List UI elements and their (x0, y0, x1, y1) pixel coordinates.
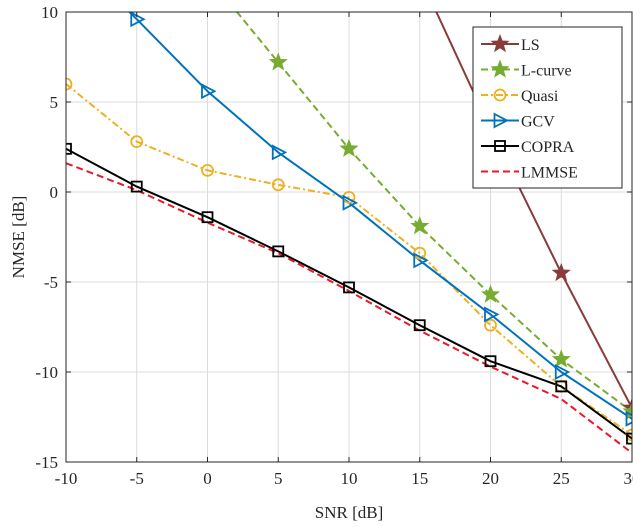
data-point-quasi (484, 318, 497, 332)
legend-label-gcv: GCV (521, 114, 555, 131)
data-point-copra (555, 380, 568, 393)
x-tick-label: 10 (341, 469, 358, 488)
legend-label-lmmse: LMMSE (521, 165, 578, 182)
data-point-gcv (342, 194, 358, 211)
y-axis-label: NMSE [dB] (9, 196, 28, 279)
data-point-copra (626, 432, 632, 445)
data-point-ls (551, 262, 571, 282)
legend-label-quasi: Quasi (521, 88, 559, 105)
data-point-copra (343, 281, 355, 294)
x-axis-label: SNR [dB] (315, 503, 383, 522)
data-point-l-curve (410, 216, 430, 235)
series-line-copra (66, 147, 632, 440)
data-point-copra (130, 180, 143, 193)
data-point-gcv (130, 12, 146, 28)
legend-marker-ls (490, 33, 510, 53)
x-tick-label: 5 (274, 469, 283, 488)
x-tick-label: 30 (624, 469, 633, 488)
data-point-gcv (625, 410, 632, 427)
legend-marker-l-curve (490, 59, 510, 78)
data-point-copra (66, 142, 72, 155)
x-tick-label: -5 (130, 469, 144, 488)
legend-label-ls: LS (521, 37, 540, 54)
y-tick-label: 5 (50, 93, 59, 112)
data-point-copra (484, 355, 497, 368)
data-point-quasi (66, 77, 73, 91)
data-point-copra (413, 319, 426, 332)
data-point-quasi (271, 178, 285, 192)
legend: LS L-curve Quasi GCV COPRA LMMSE (472, 26, 623, 189)
series-line-ls (435, 12, 632, 409)
legend-label-copra: COPRA (521, 139, 575, 156)
data-point-l-curve (268, 52, 288, 71)
data-point-l-curve (339, 138, 359, 157)
data-point-gcv (271, 144, 288, 161)
y-tick-label: 10 (41, 3, 58, 22)
y-tick-label: -5 (44, 273, 58, 292)
legend-box (472, 26, 623, 189)
y-tick-label: -15 (35, 453, 58, 472)
legend-item-gcv: GCV (481, 112, 555, 131)
legend-item-l-curve: L-curve (481, 59, 572, 80)
legend-item-quasi: Quasi (481, 88, 559, 105)
x-tick-label: 25 (553, 469, 570, 488)
series-line-lmmse (66, 162, 632, 454)
data-point-gcv (413, 252, 429, 269)
data-point-copra (272, 245, 285, 258)
data-point-copra (201, 211, 214, 224)
x-tick-labels: -10 -5 0 5 10 15 20 25 30 (55, 469, 633, 488)
data-point-quasi (130, 135, 144, 149)
series-line-quasi (66, 83, 632, 436)
data-point-l-curve (480, 284, 501, 303)
x-tick-label: 15 (411, 469, 428, 488)
legend-label-l-curve: L-curve (521, 63, 572, 80)
legend-marker-quasi (493, 88, 507, 102)
data-point-gcv (201, 83, 217, 100)
axis-ticks (65, 11, 633, 463)
legend-item-ls: LS (481, 33, 540, 54)
x-tick-label: 20 (482, 469, 499, 488)
y-tick-label: 0 (50, 183, 59, 202)
data-point-gcv (554, 364, 571, 380)
x-tick-label: -10 (55, 469, 78, 488)
y-tick-label: -10 (35, 363, 58, 382)
data-point-gcv (484, 306, 500, 323)
legend-marker-copra (494, 140, 506, 152)
data-point-l-curve (551, 349, 571, 368)
data-point-quasi (201, 163, 214, 177)
x-tick-label: 0 (203, 469, 212, 488)
legend-item-lmmse: LMMSE (481, 165, 578, 182)
legend-item-copra: COPRA (481, 139, 575, 156)
y-tick-labels: -15 -10 -5 0 5 10 (35, 3, 58, 472)
legend-marker-gcv (493, 112, 509, 129)
